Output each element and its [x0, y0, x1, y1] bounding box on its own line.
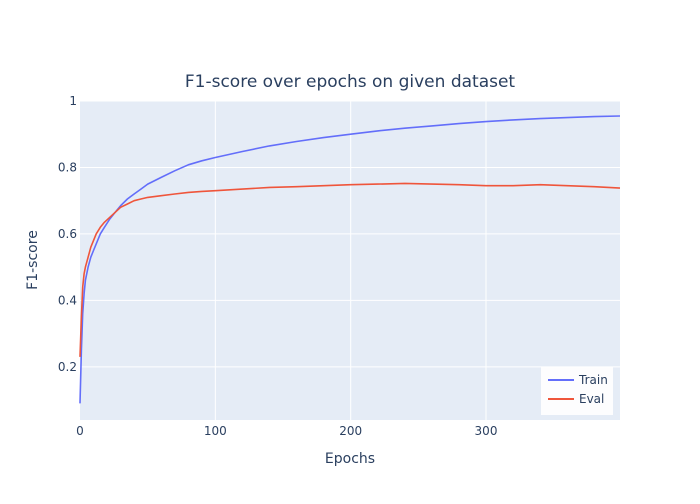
- x-tick-label: 300: [475, 424, 498, 438]
- plot-area: [80, 101, 620, 420]
- x-tick-label: 100: [204, 424, 227, 438]
- series-group: [79, 115, 621, 404]
- y-gridlines: [80, 100, 620, 368]
- x-tick-labels: 0 100 200 300: [76, 424, 497, 438]
- legend-box: [541, 367, 613, 415]
- x-axis-label: Epochs: [325, 451, 375, 467]
- y-tick-label: 1: [69, 94, 77, 108]
- y-tick-label: 0.4: [58, 293, 77, 307]
- x-tick-label: 200: [339, 424, 362, 438]
- y-tick-labels: 0.2 0.4 0.6 0.8 1: [58, 94, 77, 374]
- legend-label-train: Train: [578, 373, 608, 387]
- y-tick-label: 0.6: [58, 227, 77, 241]
- chart-title: F1-score over epochs on given dataset: [185, 72, 516, 92]
- series-line-eval: [79, 182, 621, 357]
- y-axis-label: F1-score: [25, 230, 41, 290]
- x-tick-label: 0: [76, 424, 84, 438]
- legend-label-eval: Eval: [579, 392, 604, 406]
- y-tick-label: 0.2: [58, 360, 77, 374]
- series-line-train: [79, 115, 621, 404]
- y-tick-label: 0.8: [58, 160, 77, 174]
- legend: Train Eval: [541, 367, 613, 415]
